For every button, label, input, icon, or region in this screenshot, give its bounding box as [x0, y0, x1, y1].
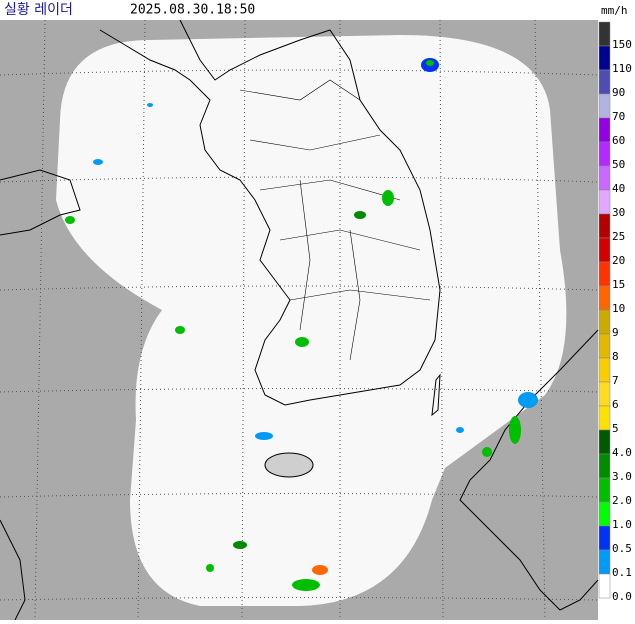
legend-label: 1.0: [612, 518, 632, 531]
legend-label: 8: [612, 350, 619, 363]
legend-swatch: [598, 333, 611, 359]
map: [0, 19, 599, 621]
legend-label: 40: [612, 182, 625, 195]
legend-label: 70: [612, 110, 625, 123]
legend-label: 7: [612, 374, 619, 387]
legend-label: 15: [612, 278, 625, 291]
legend-swatch: [598, 477, 611, 503]
legend-swatch: [598, 21, 611, 47]
legend-label: 0.1: [612, 566, 632, 579]
legend-swatch: [598, 309, 611, 335]
legend-swatch: [598, 429, 611, 455]
legend-label: 30: [612, 206, 625, 219]
legend-swatch: [598, 453, 611, 479]
legend-swatch: [598, 117, 611, 143]
title: 실황 레이더: [4, 2, 73, 18]
boundaries: [239, 79, 431, 361]
legend-label: 3.0: [612, 470, 632, 483]
unit: mm/h: [601, 4, 628, 17]
legend-swatch: [598, 141, 611, 167]
precipitation: [65, 58, 538, 591]
graticule: [0, 19, 599, 621]
legend-label: 2.0: [612, 494, 632, 507]
legend-swatch: [598, 285, 611, 311]
legend-label: 110: [612, 62, 632, 75]
legend-swatch: [598, 189, 611, 215]
legend-swatch: [598, 69, 611, 95]
legend-label: 25: [612, 230, 625, 243]
legend-swatch: [598, 261, 611, 287]
legend-label: 0.0: [612, 590, 632, 603]
legend-label: 6: [612, 398, 619, 411]
legend-swatch: [598, 357, 611, 383]
legend-label: 10: [612, 302, 625, 315]
legend-label: 150: [612, 38, 632, 51]
legend-swatch: [598, 93, 611, 119]
legend-swatch: [598, 45, 611, 71]
legend-swatch: [598, 381, 611, 407]
legend-swatch: [598, 213, 611, 239]
legend-label: 20: [612, 254, 625, 267]
legend-swatch: [598, 405, 611, 431]
header-bar: [0, 0, 635, 20]
coastlines: [0, 19, 599, 621]
legend-swatch: [598, 573, 611, 599]
legend-label: 5: [612, 422, 619, 435]
legend-swatch: [598, 237, 611, 263]
legend: 150 110 90 70 60 50 40 30 25 20 15 10 9 8 7 6 5 4.0 3.0 2.0…: [598, 21, 632, 603]
legend-label: 4.0: [612, 446, 632, 459]
legend-swatch: [598, 549, 611, 575]
legend-label: 90: [612, 86, 625, 99]
legend-swatch: [598, 501, 611, 527]
radar-coverage: [56, 35, 567, 606]
legend-swatch: [598, 525, 611, 551]
legend-label: 0.5: [612, 542, 632, 555]
timestamp: 2025.08.30.18:50: [130, 3, 255, 18]
legend-swatch: [598, 165, 611, 191]
legend-label: 60: [612, 134, 625, 147]
legend-label: 9: [612, 326, 619, 339]
legend-label: 50: [612, 158, 625, 171]
